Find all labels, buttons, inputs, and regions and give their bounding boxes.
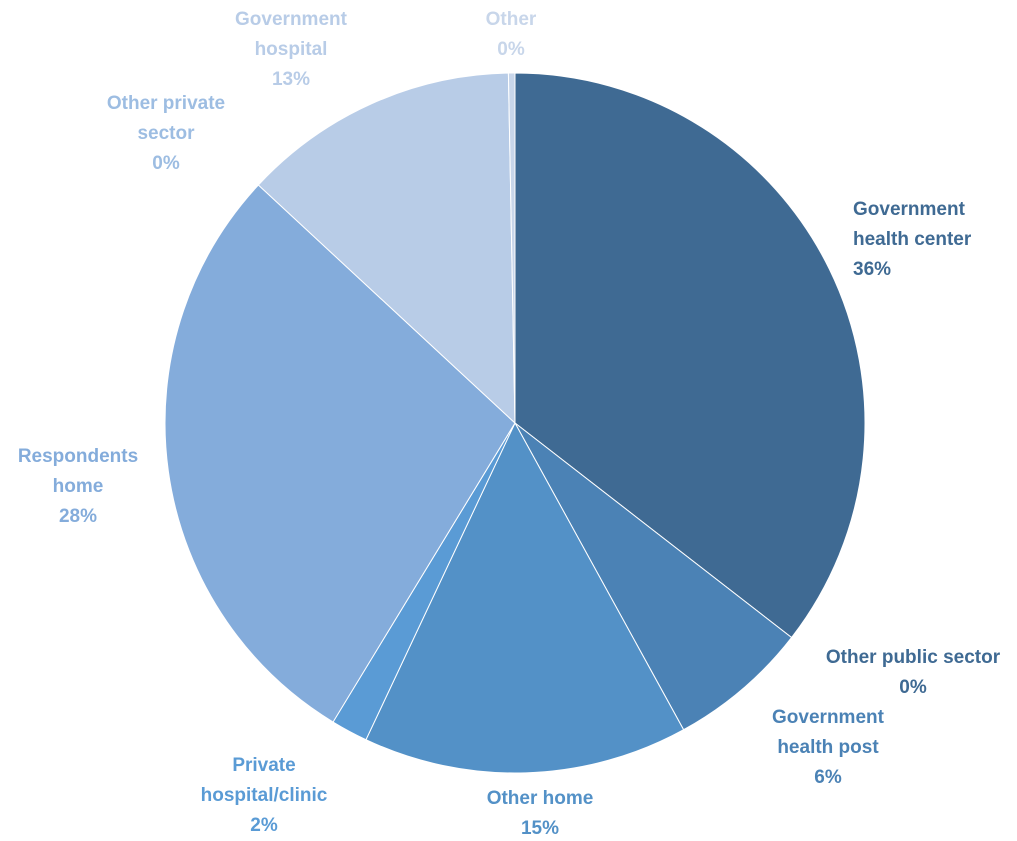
pie-slice-government-hospital bbox=[257, 72, 516, 425]
category-label-line: hospital bbox=[255, 39, 328, 60]
category-label-line: Government bbox=[853, 199, 966, 220]
category-label-line: sector bbox=[137, 123, 195, 144]
percent-label: 13% bbox=[272, 69, 310, 90]
slices-layer bbox=[164, 72, 866, 774]
category-label-line: Government bbox=[772, 707, 885, 728]
pie-slice-other bbox=[507, 72, 516, 424]
category-label-line: health center bbox=[853, 229, 972, 250]
percent-label: 0% bbox=[497, 39, 525, 60]
pie-slice-government-health-post bbox=[514, 422, 793, 731]
data-label-other: Other 0% bbox=[486, 9, 537, 60]
data-label-other-home: Other home 15% bbox=[487, 788, 594, 839]
category-label-line: Other bbox=[486, 9, 537, 30]
percent-label: 36% bbox=[853, 259, 891, 280]
category-label-line: Respondents bbox=[18, 446, 138, 467]
percent-label: 0% bbox=[152, 153, 180, 174]
category-label-line: hospital/clinic bbox=[201, 785, 328, 806]
category-label-line: Private bbox=[232, 755, 295, 776]
data-label-government-health-center: Government health center 36% bbox=[853, 199, 972, 280]
percent-label: 15% bbox=[521, 818, 559, 839]
labels-layer: Government health center 36% Other public s… bbox=[18, 9, 1001, 839]
pie-slice-other-home bbox=[365, 421, 685, 774]
data-label-private-hospital-clinic: Private hospital/clinic 2% bbox=[201, 755, 328, 836]
category-label-line: home bbox=[53, 476, 104, 497]
pie-slice-respondents-home bbox=[164, 184, 516, 723]
data-label-respondents-home: Respondents home 28% bbox=[18, 446, 138, 527]
category-label-line: Other private bbox=[107, 93, 225, 114]
data-label-other-private-sector: Other private sector 0% bbox=[107, 93, 225, 174]
percent-label: 2% bbox=[250, 815, 278, 836]
category-label-line: Government bbox=[235, 9, 348, 30]
percent-label: 28% bbox=[59, 506, 97, 527]
data-label-government-health-post: Government health post 6% bbox=[772, 707, 885, 788]
pie-slice-government-health-center bbox=[514, 72, 866, 639]
category-label-line: Other home bbox=[487, 788, 594, 809]
data-label-government-hospital: Government hospital 13% bbox=[235, 9, 348, 90]
data-label-other-public-sector: Other public sector 0% bbox=[826, 647, 1001, 698]
percent-label: 6% bbox=[814, 767, 842, 788]
category-label-line: health post bbox=[777, 737, 879, 758]
category-label-line: Other public sector bbox=[826, 647, 1001, 668]
percent-label: 0% bbox=[899, 677, 927, 698]
